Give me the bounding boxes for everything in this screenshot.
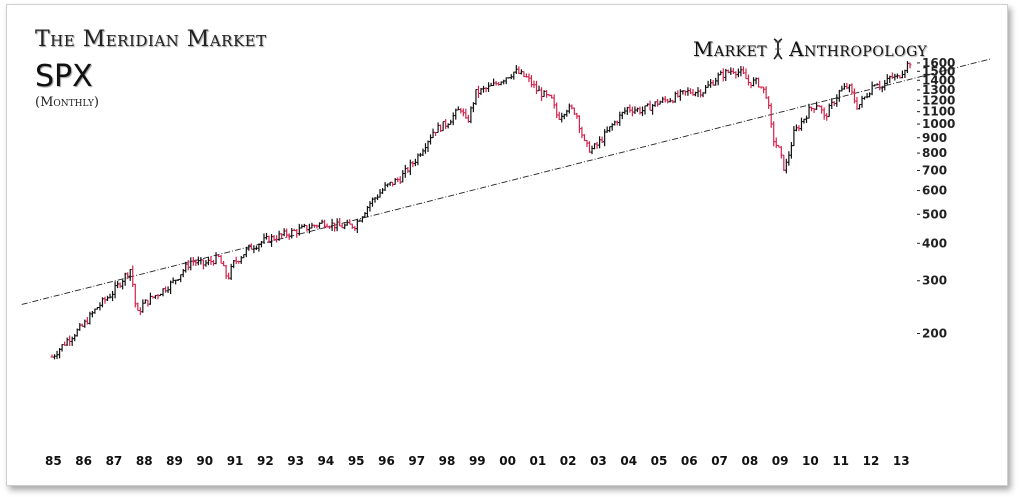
y-tick-label: 300 xyxy=(922,274,947,288)
y-tick-label: 200 xyxy=(922,327,947,341)
price-chart: 2003004005006007008009001000110012001300… xyxy=(21,56,991,468)
x-tick-label: 12 xyxy=(863,454,880,468)
y-tick-label: 600 xyxy=(922,184,947,198)
page-title: The Meridian Market xyxy=(35,27,267,52)
x-tick-label: 87 xyxy=(106,454,123,468)
y-tick-label: 1000 xyxy=(922,117,955,131)
brand-left-text: Market xyxy=(693,37,768,61)
y-tick-label: 1500 xyxy=(922,64,955,78)
chart-frame: 200 300 400 500 600 700 800 900 1000 1100 1200 1300… xyxy=(6,4,1008,486)
x-tick-label: 01 xyxy=(530,454,547,468)
ticker-symbol: SPX xyxy=(35,59,93,94)
x-tick-label: 07 xyxy=(711,454,728,468)
trendline xyxy=(21,58,991,305)
x-tick-label: 96 xyxy=(378,454,395,468)
x-tick-label: 04 xyxy=(620,454,637,468)
dna-helix-icon xyxy=(773,38,783,60)
x-tick-label: 85 xyxy=(45,454,62,468)
x-tick-label: 98 xyxy=(439,454,456,468)
x-tick-label: 91 xyxy=(227,454,244,468)
x-tick-label: 90 xyxy=(196,454,213,468)
y-tick-label: 1400 xyxy=(922,73,955,87)
x-tick-label: 00 xyxy=(499,454,516,468)
y-tick-label: 1100 xyxy=(922,105,955,119)
frequency-label: (Monthly) xyxy=(35,95,99,110)
y-tick-label: 1600 xyxy=(922,56,955,70)
x-tick-label: 06 xyxy=(681,454,698,468)
x-tick-label: 89 xyxy=(166,454,183,468)
x-tick-label: 02 xyxy=(560,454,577,468)
x-tick-label: 10 xyxy=(802,454,819,468)
x-tick-label: 86 xyxy=(75,454,92,468)
x-tick-label: 13 xyxy=(893,454,910,468)
x-tick-label: 11 xyxy=(832,454,849,468)
y-tick-label: 800 xyxy=(922,146,947,160)
x-tick-label: 94 xyxy=(318,454,335,468)
y-tick-label: 700 xyxy=(922,163,947,177)
y-tick-label: 1300 xyxy=(922,83,955,97)
brand-logo: Market Anthropology xyxy=(693,37,927,61)
y-tick-label: 1200 xyxy=(922,93,955,107)
x-tick-label: 95 xyxy=(348,454,365,468)
x-tick-label: 99 xyxy=(469,454,486,468)
brand-right-text: Anthropology xyxy=(789,37,928,61)
x-tick-label: 03 xyxy=(590,454,607,468)
x-tick-label: 93 xyxy=(287,454,304,468)
x-tick-label: 08 xyxy=(741,454,758,468)
x-tick-label: 88 xyxy=(136,454,153,468)
y-tick-label: 500 xyxy=(922,207,947,221)
x-tick-label: 97 xyxy=(408,454,425,468)
x-tick-label: 05 xyxy=(651,454,668,468)
y-tick-label: 400 xyxy=(922,236,947,250)
x-tick-label: 09 xyxy=(772,454,789,468)
y-tick-label: 900 xyxy=(922,131,947,145)
x-tick-label: 92 xyxy=(257,454,274,468)
